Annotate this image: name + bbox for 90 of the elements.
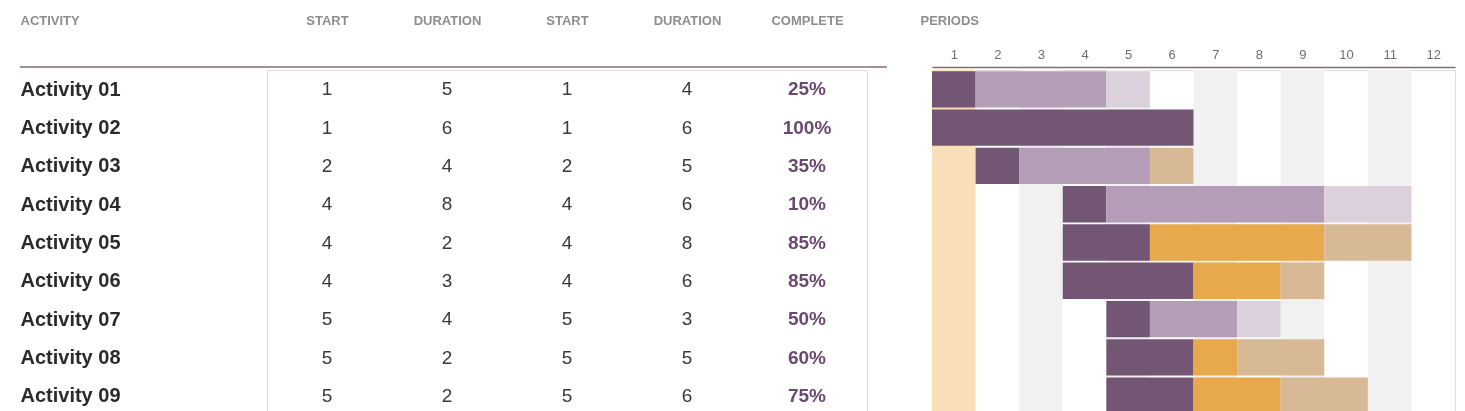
x-tick-label: 6: [1168, 46, 1176, 62]
bar: [1106, 71, 1150, 108]
bar: [1062, 186, 1107, 223]
text: 6: [441, 116, 453, 138]
bar: [1324, 224, 1412, 261]
category-label: COMPLETE: [771, 12, 844, 28]
text: 2: [561, 154, 573, 176]
bar: [1237, 300, 1281, 338]
text: 60%: [787, 346, 827, 368]
text: 4: [321, 193, 333, 215]
text: 100%: [782, 116, 832, 138]
category-label: Activity 01: [20, 77, 121, 100]
bar: [1149, 224, 1325, 261]
text: 8: [681, 231, 693, 253]
x-tick-label: 7: [1212, 46, 1220, 62]
category-label: DURATION: [413, 12, 482, 28]
text: 8: [441, 193, 453, 215]
text: 85%: [787, 231, 827, 253]
bar: [1062, 224, 1150, 261]
text: 4: [561, 231, 573, 253]
x-axis-title: PERIODS: [920, 12, 980, 28]
text: 5: [561, 346, 573, 368]
text: 35%: [787, 154, 827, 176]
bar: [1106, 300, 1150, 338]
text: 75%: [787, 384, 827, 406]
category-label: START: [546, 12, 589, 28]
x-tick-label: 9: [1299, 46, 1307, 62]
category-label: Activity 09: [20, 384, 121, 407]
category-label: Activity 06: [20, 269, 121, 292]
bar: [1149, 300, 1238, 338]
bar: [1280, 262, 1325, 299]
text: 6: [681, 384, 693, 406]
category-label: Activity 04: [20, 192, 121, 215]
text: 1: [321, 78, 333, 100]
text: 6: [681, 116, 693, 138]
x-tick-label: 2: [994, 46, 1002, 62]
bar: [1149, 147, 1194, 185]
text: 4: [441, 154, 453, 176]
bar: [975, 71, 1107, 108]
bar: [1106, 186, 1325, 223]
text: 5: [561, 308, 573, 330]
text: 1: [561, 78, 573, 100]
text: 50%: [787, 308, 827, 330]
text: 25%: [787, 78, 827, 100]
text: 5: [561, 384, 573, 406]
category-label: DURATION: [653, 12, 722, 28]
bar: [975, 147, 1020, 185]
text: 6: [681, 269, 693, 291]
category-label: Activity 07: [20, 307, 121, 330]
x-tick-label: 12: [1426, 46, 1441, 62]
text: 4: [441, 308, 453, 330]
x-tick-label: 1: [950, 46, 958, 62]
bar: [1324, 186, 1412, 223]
x-tick-label: 11: [1383, 46, 1397, 62]
text: 3: [441, 269, 453, 291]
text: 1: [321, 116, 333, 138]
category-label: START: [306, 12, 349, 28]
text: 4: [561, 269, 573, 291]
x-tick-label: 4: [1081, 46, 1089, 62]
text: 5: [441, 78, 453, 100]
text: 4: [321, 231, 333, 253]
text: 85%: [787, 269, 827, 291]
text: 10%: [787, 193, 827, 215]
text: 1: [561, 116, 573, 138]
text: 5: [681, 154, 693, 176]
text: 4: [681, 78, 693, 100]
category-label: Activity 03: [20, 154, 121, 177]
text: 4: [561, 193, 573, 215]
text: 6: [681, 193, 693, 215]
text: 5: [681, 346, 693, 368]
text: 3: [681, 308, 693, 330]
category-label: Activity 08: [20, 346, 121, 368]
text: 5: [321, 384, 333, 406]
bar: [1193, 262, 1281, 299]
bar: [1062, 262, 1194, 299]
category-label: Activity 05: [20, 231, 121, 253]
text: 2: [441, 384, 453, 406]
text: 2: [441, 346, 453, 368]
text: 5: [321, 346, 333, 368]
text: 2: [441, 231, 453, 253]
text: ACTIVITY: [20, 12, 81, 28]
text: 4: [321, 269, 333, 291]
x-tick-label: 5: [1125, 46, 1133, 62]
x-tick-label: 8: [1255, 46, 1263, 62]
text: 5: [321, 308, 333, 330]
x-tick-label: 3: [1037, 46, 1046, 62]
bar: [1019, 147, 1150, 185]
x-tick-label: 10: [1339, 46, 1354, 62]
text: 2: [321, 154, 333, 176]
category-label: Activity 02: [20, 116, 121, 138]
